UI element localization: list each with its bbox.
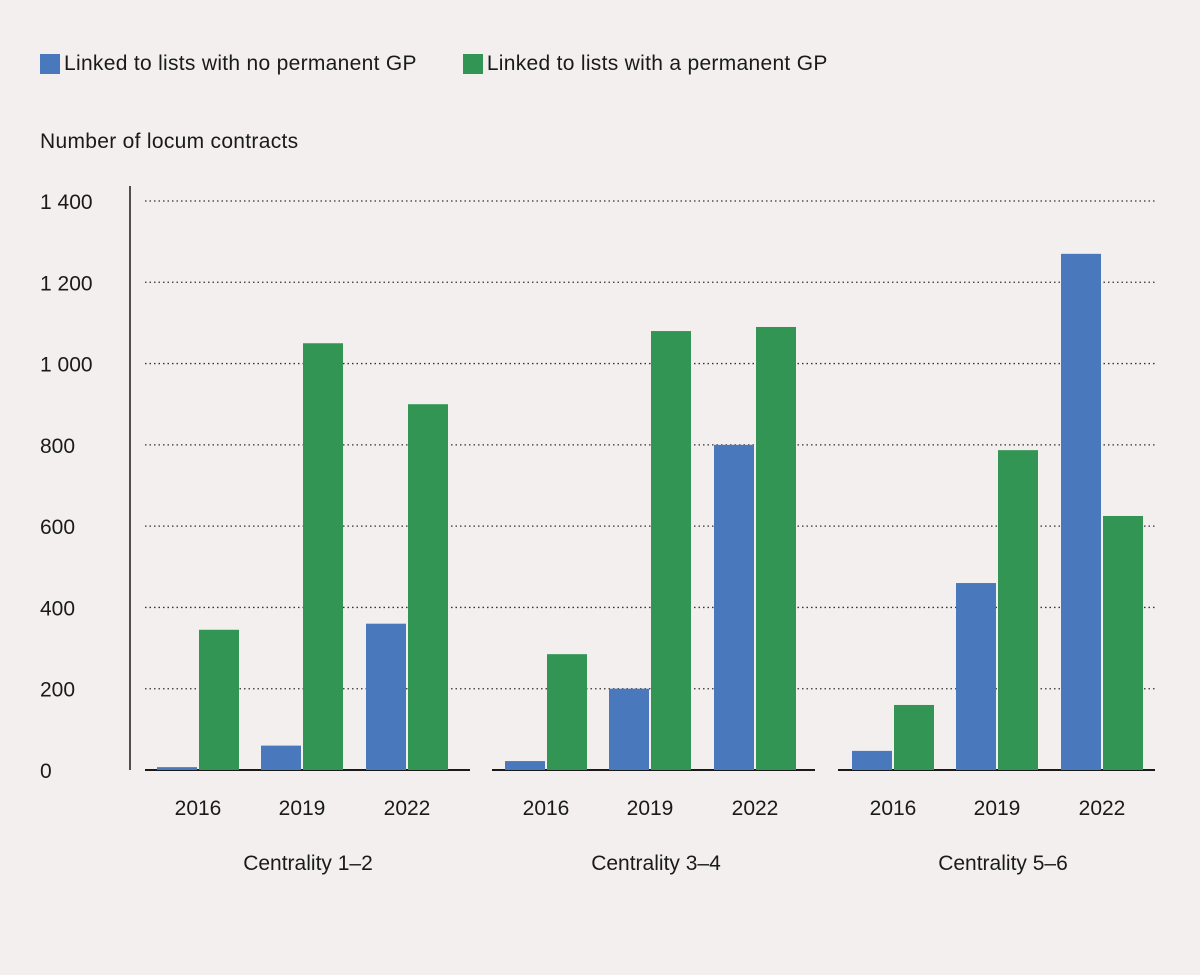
bar-permanent-gp bbox=[756, 326, 796, 770]
y-tick-label: 1 000 bbox=[40, 354, 93, 377]
group-label: Centrality 5–6 bbox=[938, 852, 1068, 875]
x-tick-label: 2022 bbox=[732, 797, 779, 820]
y-tick-label: 400 bbox=[40, 597, 75, 620]
bar-no-permanent-gp bbox=[1061, 253, 1101, 771]
x-tick-label: 2019 bbox=[279, 797, 326, 820]
y-tick-label: 200 bbox=[40, 679, 75, 702]
x-tick-label: 2019 bbox=[627, 797, 674, 820]
bar-no-permanent-gp bbox=[366, 623, 406, 770]
bar-permanent-gp bbox=[303, 343, 343, 770]
y-tick-label: 600 bbox=[40, 516, 75, 539]
x-tick-label: 2019 bbox=[974, 797, 1021, 820]
bar-no-permanent-gp bbox=[157, 767, 197, 770]
bar-permanent-gp bbox=[1103, 515, 1143, 770]
legend-swatch-blue bbox=[40, 54, 60, 74]
x-tick-label: 2016 bbox=[175, 797, 222, 820]
legend-label: Linked to lists with no permanent GP bbox=[64, 52, 417, 75]
x-tick-label: 2016 bbox=[870, 797, 917, 820]
x-tick-label: 2022 bbox=[1079, 797, 1126, 820]
bar-no-permanent-gp bbox=[956, 583, 996, 770]
legend-label: Linked to lists with a permanent GP bbox=[486, 52, 828, 75]
group-label: Centrality 3–4 bbox=[591, 852, 721, 875]
bar-no-permanent-gp bbox=[852, 750, 892, 770]
group-label: Centrality 1–2 bbox=[243, 852, 373, 875]
bar-no-permanent-gp bbox=[261, 745, 301, 770]
bar-permanent-gp bbox=[547, 654, 587, 770]
y-tick-label: 800 bbox=[40, 435, 75, 458]
bar-no-permanent-gp bbox=[505, 761, 545, 770]
y-axis-label: Number of locum contracts bbox=[40, 130, 299, 153]
bar-permanent-gp bbox=[998, 450, 1038, 770]
bar-no-permanent-gp bbox=[609, 688, 649, 770]
bar-permanent-gp bbox=[199, 629, 239, 770]
bar-permanent-gp bbox=[651, 331, 691, 770]
bar-permanent-gp bbox=[408, 404, 448, 770]
x-tick-label: 2022 bbox=[384, 797, 431, 820]
y-tick-label: 1 400 bbox=[40, 191, 93, 214]
bar-no-permanent-gp bbox=[714, 444, 754, 770]
legend: Linked to lists with no permanent GP Lin… bbox=[40, 52, 828, 76]
legend-item-no-permanent-gp: Linked to lists with no permanent GP bbox=[40, 52, 417, 76]
y-tick-label: 1 200 bbox=[40, 272, 93, 295]
y-tick-label: 0 bbox=[40, 760, 52, 783]
legend-item-permanent-gp: Linked to lists with a permanent GP bbox=[462, 52, 828, 76]
legend-swatch-green bbox=[462, 54, 483, 74]
x-tick-label: 2016 bbox=[523, 797, 570, 820]
bar-permanent-gp bbox=[894, 704, 934, 770]
